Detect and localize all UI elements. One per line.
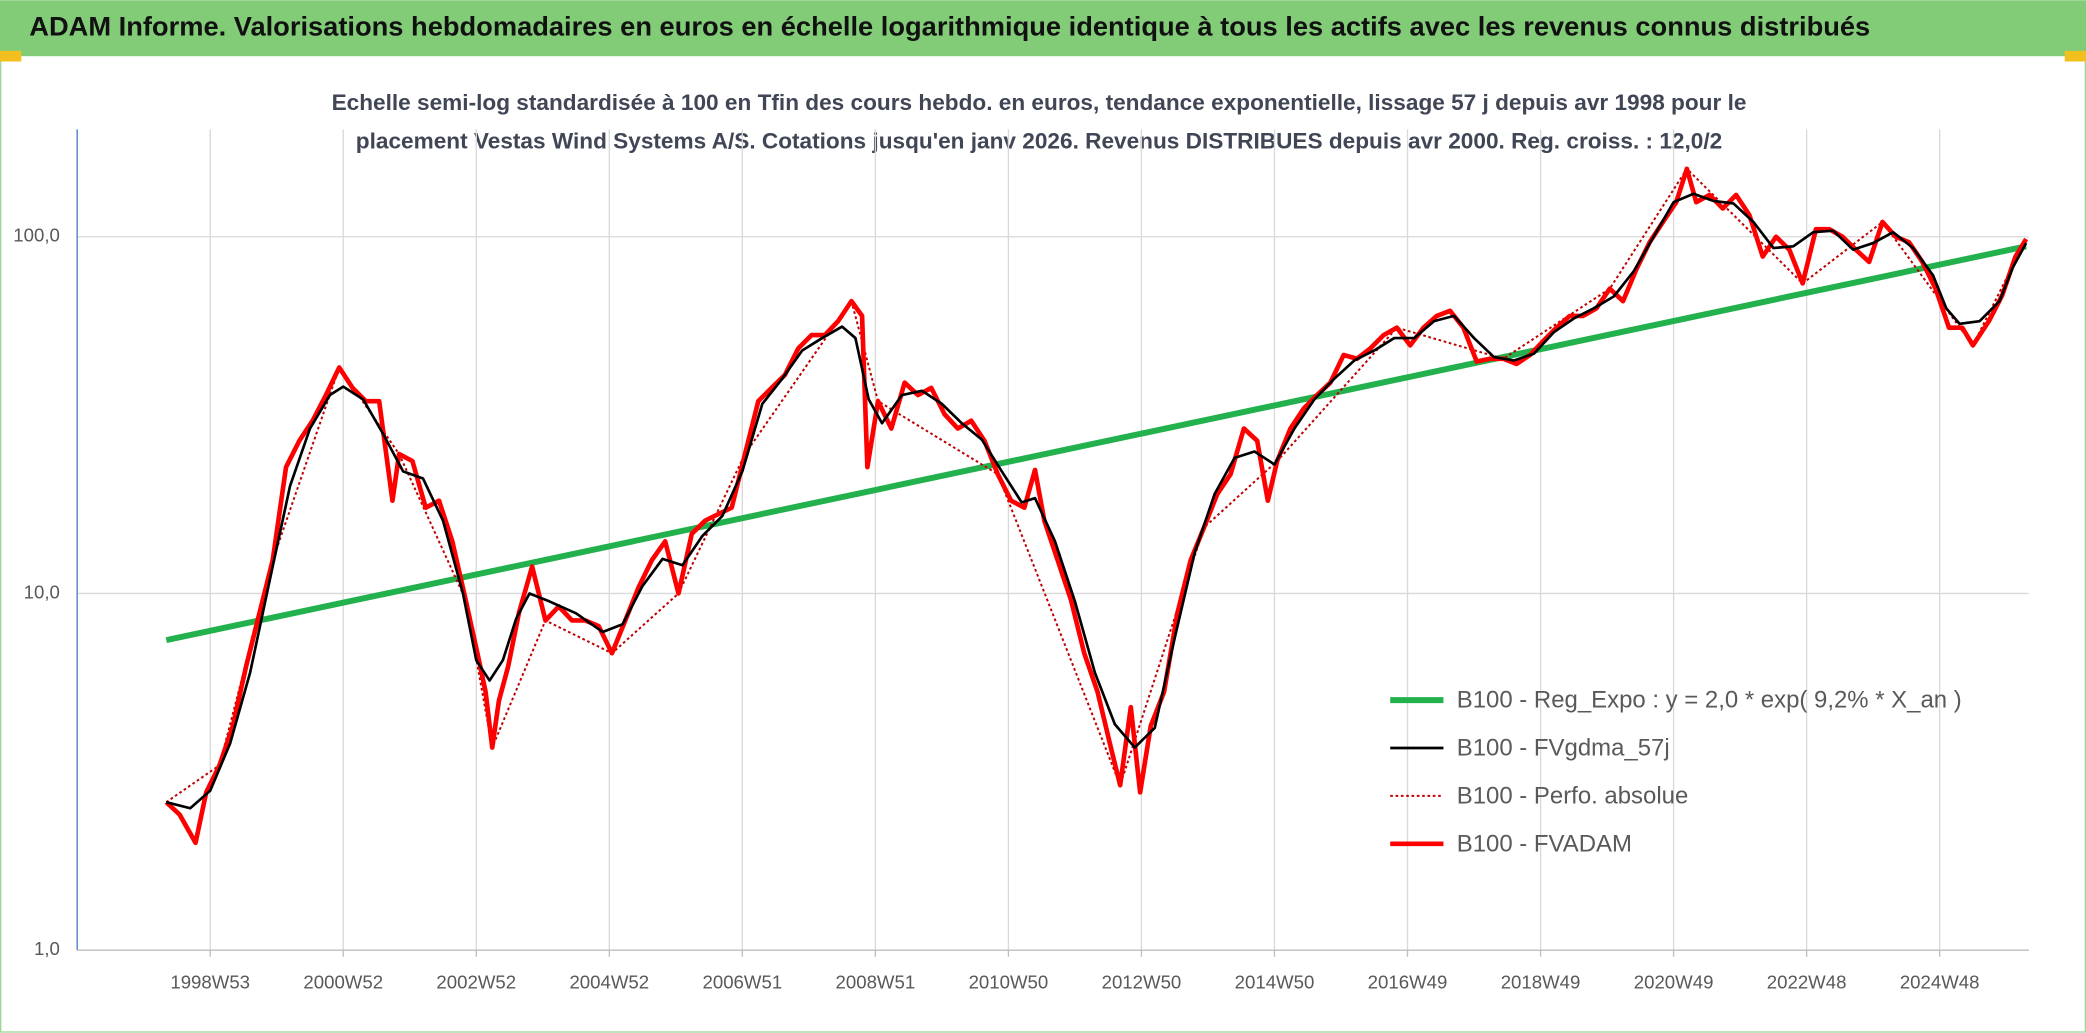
x-tick-label: 2012W50: [1102, 971, 1182, 992]
axis-labels: 1,0 10,0 100,0 1998W53 2000W52 2002W52 2004W52…: [13, 225, 1979, 993]
y-tick-label: 1,0: [34, 938, 60, 959]
x-tick-label: 2010W50: [969, 971, 1049, 992]
chart-subtitle: placement Vestas Wind Systems A/S. Cotat…: [356, 129, 1722, 154]
x-tick-label: 2022W48: [1767, 971, 1847, 992]
x-tick-label: 2000W52: [303, 971, 383, 992]
legend: B100 - Reg_Expo : y = 2,0 * exp( 9,2% * …: [1390, 687, 1962, 857]
x-tick-label: 2006W51: [703, 971, 783, 992]
x-tick-label: 2008W51: [836, 971, 916, 992]
x-tick-label: 2002W52: [436, 971, 516, 992]
legend-label: B100 - Perfo. absolue: [1457, 783, 1689, 810]
page-title: ADAM Informe. Valorisations hebdomadaire…: [29, 10, 1870, 41]
grid: [77, 129, 2029, 951]
y-tick-label: 100,0: [13, 225, 60, 246]
x-tick-label: 2018W49: [1501, 971, 1581, 992]
header-band: [0, 0, 2086, 57]
x-tick-label: 2014W50: [1235, 971, 1315, 992]
corner-mark: [2064, 50, 2086, 62]
x-tick-label: 2004W52: [569, 971, 649, 992]
legend-label: B100 - FVADAM: [1457, 830, 1632, 857]
chart-subtitle: Echelle semi-log standardisée à 100 en T…: [332, 90, 1747, 115]
y-tick-label: 10,0: [24, 581, 60, 602]
x-tick-label: 2024W48: [1900, 971, 1980, 992]
legend-label: B100 - Reg_Expo : y = 2,0 * exp( 9,2% * …: [1457, 687, 1962, 714]
series-line: [165, 192, 2028, 810]
series-line: [165, 243, 2027, 644]
corner-mark: [0, 50, 22, 62]
plot-area: [164, 166, 2029, 846]
x-tick-label: 1998W53: [170, 971, 250, 992]
legend-label: B100 - FVgdma_57j: [1457, 735, 1670, 762]
x-tick-label: 2016W49: [1368, 971, 1448, 992]
x-tick-label: 2020W49: [1634, 971, 1714, 992]
